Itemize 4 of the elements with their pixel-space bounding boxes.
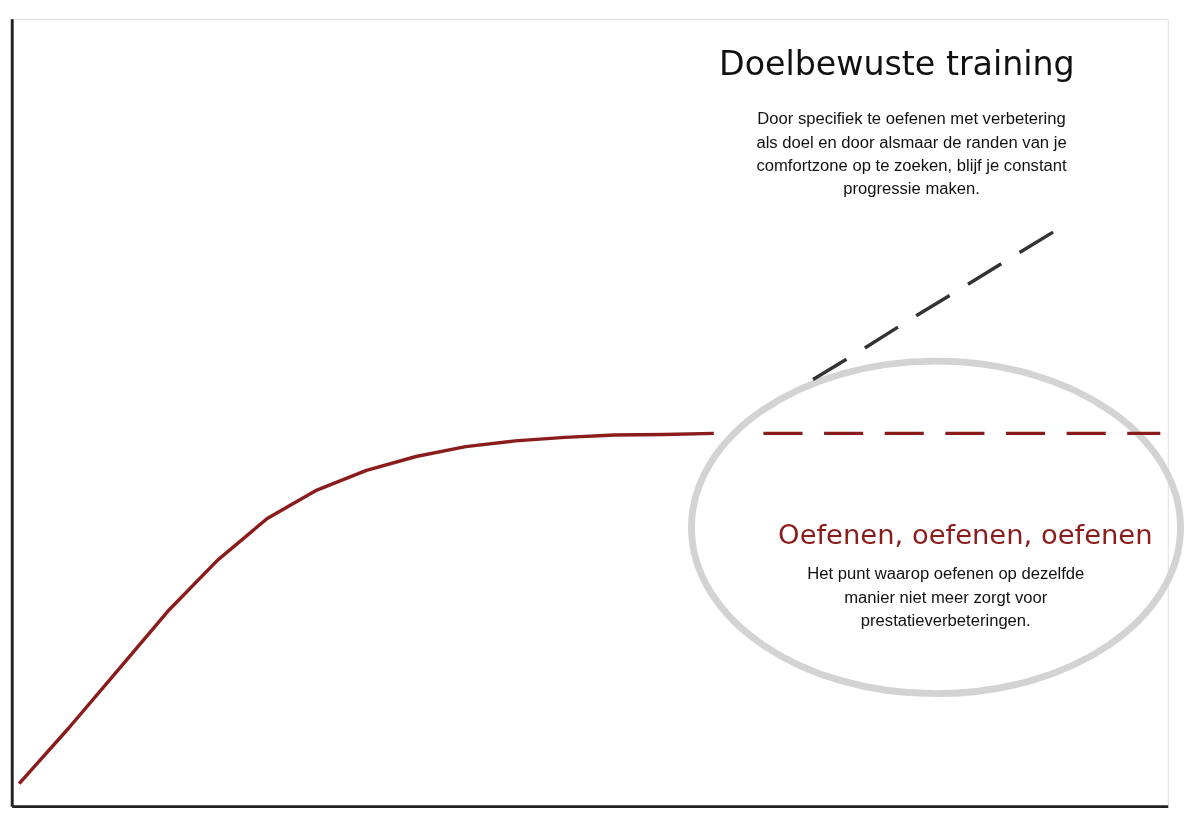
annotation: Het punt waarop oefenen op dezelfde manier niet meer zorgt voor prestatieverbeteringen. bbox=[807, 564, 1085, 630]
text: Door specifiek te oefenen met verbetering als doel en door alsmaar de randen van je comfortzone op te zoeken, blijf je constant progressie maken. bbox=[756, 109, 1068, 199]
text: Doelbewuste training bbox=[719, 43, 1075, 83]
annotation: Oefenen, oefenen, oefenen bbox=[778, 519, 1153, 551]
